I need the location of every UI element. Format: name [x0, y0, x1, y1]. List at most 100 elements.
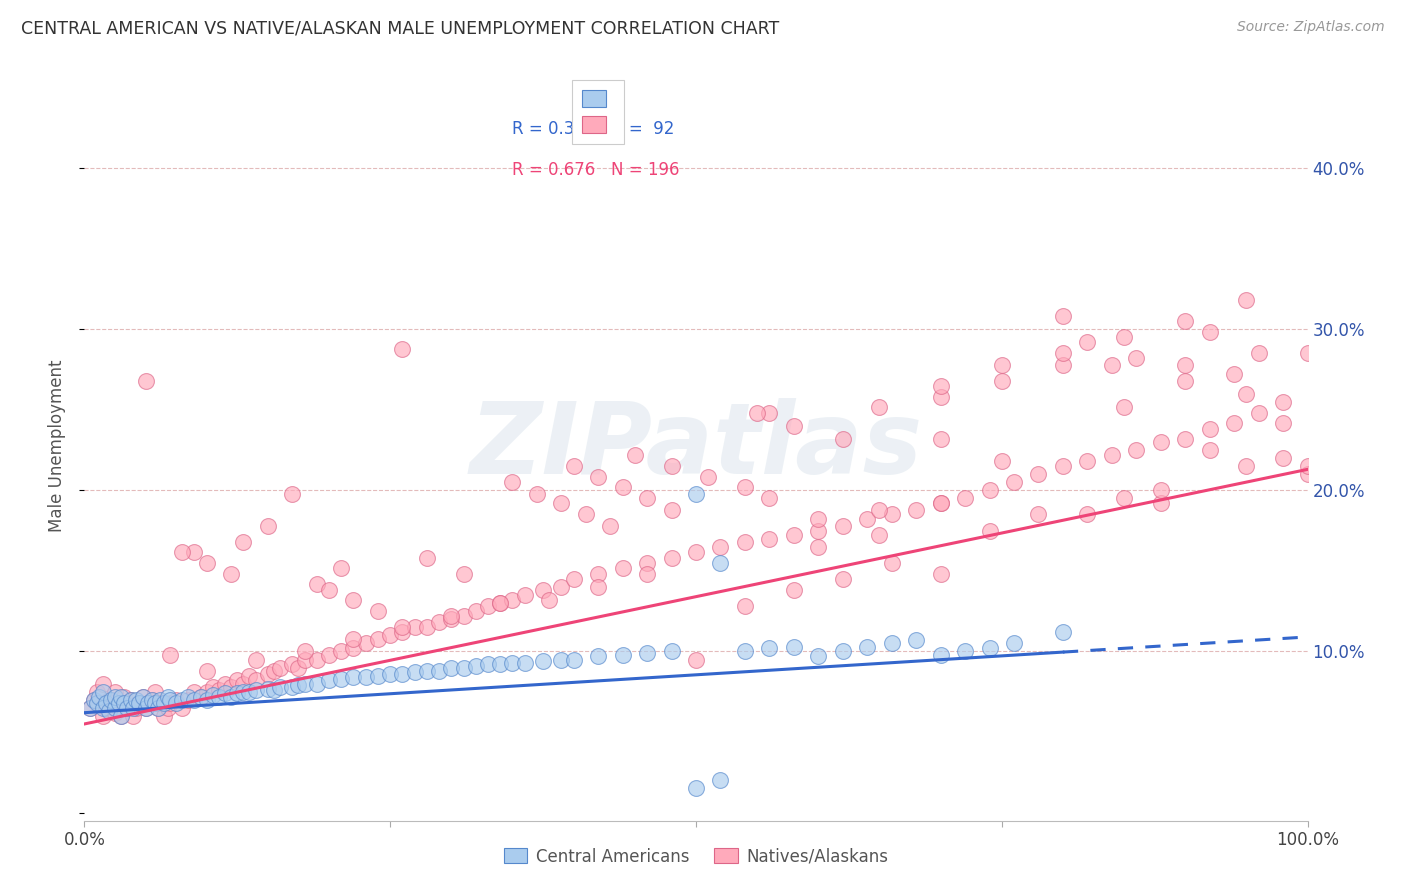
Point — [219, 567, 242, 582]
Point — [226, 686, 249, 700]
Point — [979, 641, 1001, 656]
Point — [1002, 636, 1025, 650]
Point — [1028, 467, 1050, 482]
Point — [697, 470, 720, 484]
Point — [440, 612, 463, 626]
Point — [747, 406, 769, 420]
Point — [685, 486, 707, 500]
Point — [122, 701, 145, 715]
Point — [135, 374, 157, 388]
Point — [120, 693, 142, 707]
Point — [991, 454, 1014, 468]
Point — [1125, 351, 1147, 366]
Point — [1296, 459, 1319, 474]
Point — [214, 686, 236, 700]
Point — [1076, 334, 1098, 349]
Point — [165, 696, 187, 710]
Point — [110, 696, 132, 710]
Point — [758, 641, 780, 656]
Point — [132, 690, 155, 704]
Point — [281, 680, 304, 694]
Point — [734, 644, 756, 658]
Point — [156, 690, 179, 704]
Point — [100, 693, 122, 707]
Point — [831, 432, 853, 446]
Point — [269, 660, 291, 674]
Point — [807, 649, 830, 664]
Point — [125, 701, 148, 715]
Point — [219, 680, 242, 694]
Point — [172, 701, 194, 715]
Point — [1114, 400, 1136, 414]
Point — [685, 781, 707, 796]
Point — [354, 636, 377, 650]
Point — [440, 660, 463, 674]
Point — [104, 701, 127, 715]
Point — [661, 644, 683, 658]
Point — [149, 696, 172, 710]
Point — [831, 518, 853, 533]
Point — [342, 632, 364, 646]
Point — [489, 596, 512, 610]
Point — [97, 704, 120, 718]
Point — [953, 644, 976, 658]
Point — [550, 652, 572, 666]
Point — [550, 580, 572, 594]
Point — [115, 701, 138, 715]
Point — [159, 693, 181, 707]
Point — [636, 556, 658, 570]
Point — [391, 625, 413, 640]
Text: CENTRAL AMERICAN VS NATIVE/ALASKAN MALE UNEMPLOYMENT CORRELATION CHART: CENTRAL AMERICAN VS NATIVE/ALASKAN MALE … — [21, 20, 779, 37]
Point — [263, 664, 285, 678]
Point — [146, 701, 169, 715]
Point — [1052, 310, 1074, 324]
Point — [624, 448, 647, 462]
Point — [880, 636, 903, 650]
Point — [575, 508, 598, 522]
Point — [1174, 358, 1197, 372]
Point — [807, 524, 830, 538]
Point — [1174, 314, 1197, 328]
Point — [905, 502, 928, 516]
Point — [502, 656, 524, 670]
Point — [330, 644, 353, 658]
Point — [1198, 422, 1220, 436]
Point — [146, 701, 169, 715]
Point — [232, 684, 254, 698]
Point — [1114, 330, 1136, 344]
Point — [1296, 467, 1319, 482]
Point — [612, 480, 634, 494]
Point — [91, 709, 114, 723]
Point — [562, 459, 585, 474]
Point — [380, 667, 402, 681]
Point — [734, 534, 756, 549]
Point — [183, 684, 205, 698]
Point — [1247, 406, 1270, 420]
Point — [929, 648, 952, 662]
Point — [1272, 451, 1295, 466]
Point — [153, 709, 176, 723]
Point — [159, 648, 181, 662]
Point — [367, 604, 389, 618]
Text: R = 0.676   N = 196: R = 0.676 N = 196 — [513, 161, 681, 179]
Point — [1272, 394, 1295, 409]
Point — [380, 628, 402, 642]
Point — [929, 496, 952, 510]
Point — [1198, 326, 1220, 340]
Point — [477, 599, 499, 614]
Point — [219, 690, 242, 704]
Point — [513, 656, 536, 670]
Point — [636, 646, 658, 660]
Point — [783, 418, 806, 433]
Text: R = 0.304   N =  92: R = 0.304 N = 92 — [513, 120, 675, 138]
Point — [416, 620, 439, 634]
Point — [257, 681, 280, 696]
Point — [110, 709, 132, 723]
Point — [263, 683, 285, 698]
Point — [661, 502, 683, 516]
Point — [136, 696, 159, 710]
Point — [586, 567, 609, 582]
Point — [1236, 459, 1258, 474]
Point — [929, 432, 952, 446]
Point — [305, 676, 328, 690]
